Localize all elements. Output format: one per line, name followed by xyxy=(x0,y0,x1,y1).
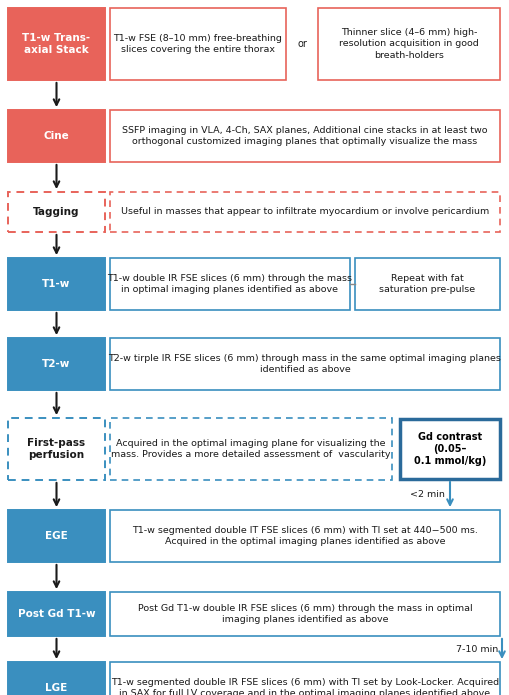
Text: T2-w: T2-w xyxy=(42,359,71,369)
Text: Useful in masses that appear to infiltrate myocardium or involve pericardium: Useful in masses that appear to infiltra… xyxy=(121,208,489,217)
Text: T1-w segmented double IT FSE slices (6 mm) with TI set at 440−500 ms.
Acquired i: T1-w segmented double IT FSE slices (6 m… xyxy=(132,526,478,546)
Text: Thinner slice (4–6 mm) high-
resolution acquisition in good
breath-holders: Thinner slice (4–6 mm) high- resolution … xyxy=(339,28,479,60)
Text: T1-w FSE (8–10 mm) free-breathing
slices covering the entire thorax: T1-w FSE (8–10 mm) free-breathing slices… xyxy=(114,34,282,54)
Bar xyxy=(8,8,105,80)
Text: EGE: EGE xyxy=(45,531,68,541)
Bar xyxy=(8,258,105,310)
Text: Post Gd T1-w: Post Gd T1-w xyxy=(18,609,95,619)
Text: or: or xyxy=(297,39,307,49)
Text: T1-w segmented double IR FSE slices (6 mm) with TI set by Look-Locker. Acquired
: T1-w segmented double IR FSE slices (6 m… xyxy=(111,678,499,695)
Bar xyxy=(110,510,500,562)
Bar xyxy=(400,419,500,479)
Bar xyxy=(8,338,105,390)
Bar xyxy=(110,662,500,695)
Text: 7-10 min: 7-10 min xyxy=(456,644,498,653)
Text: LGE: LGE xyxy=(45,683,68,693)
Text: Gd contrast
(0.05–
0.1 mmol/kg): Gd contrast (0.05– 0.1 mmol/kg) xyxy=(414,432,486,466)
Bar xyxy=(110,258,350,310)
Bar xyxy=(110,192,500,232)
Bar xyxy=(110,338,500,390)
Bar xyxy=(110,110,500,162)
Text: Post Gd T1-w double IR FSE slices (6 mm) through the mass in optimal
imaging pla: Post Gd T1-w double IR FSE slices (6 mm)… xyxy=(138,604,472,624)
Bar xyxy=(355,258,500,310)
Text: SSFP imaging in VLA, 4-Ch, SAX planes, Additional cine stacks in at least two
or: SSFP imaging in VLA, 4-Ch, SAX planes, A… xyxy=(122,126,488,146)
Text: Tagging: Tagging xyxy=(33,207,80,217)
Text: First-pass
perfusion: First-pass perfusion xyxy=(27,438,86,460)
Bar xyxy=(8,192,105,232)
Bar xyxy=(110,592,500,636)
Text: T1-w Trans-
axial Stack: T1-w Trans- axial Stack xyxy=(22,33,91,55)
Bar xyxy=(110,8,286,80)
Text: Cine: Cine xyxy=(44,131,69,141)
Text: Repeat with fat
saturation pre-pulse: Repeat with fat saturation pre-pulse xyxy=(379,274,475,294)
Text: <2 min: <2 min xyxy=(410,490,445,499)
Bar xyxy=(8,592,105,636)
Bar xyxy=(8,510,105,562)
Text: T1-w double IR FSE slices (6 mm) through the mass
in optimal imaging planes iden: T1-w double IR FSE slices (6 mm) through… xyxy=(107,274,353,294)
Bar xyxy=(8,662,105,695)
Bar xyxy=(318,8,500,80)
Text: Acquired in the optimal imaging plane for visualizing the
mass. Provides a more : Acquired in the optimal imaging plane fo… xyxy=(111,439,391,459)
Bar xyxy=(8,110,105,162)
Text: T2-w tirple IR FSE slices (6 mm) through mass in the same optimal imaging planes: T2-w tirple IR FSE slices (6 mm) through… xyxy=(108,354,501,374)
Bar xyxy=(110,418,392,480)
Bar xyxy=(8,418,105,480)
Text: T1-w: T1-w xyxy=(42,279,71,289)
